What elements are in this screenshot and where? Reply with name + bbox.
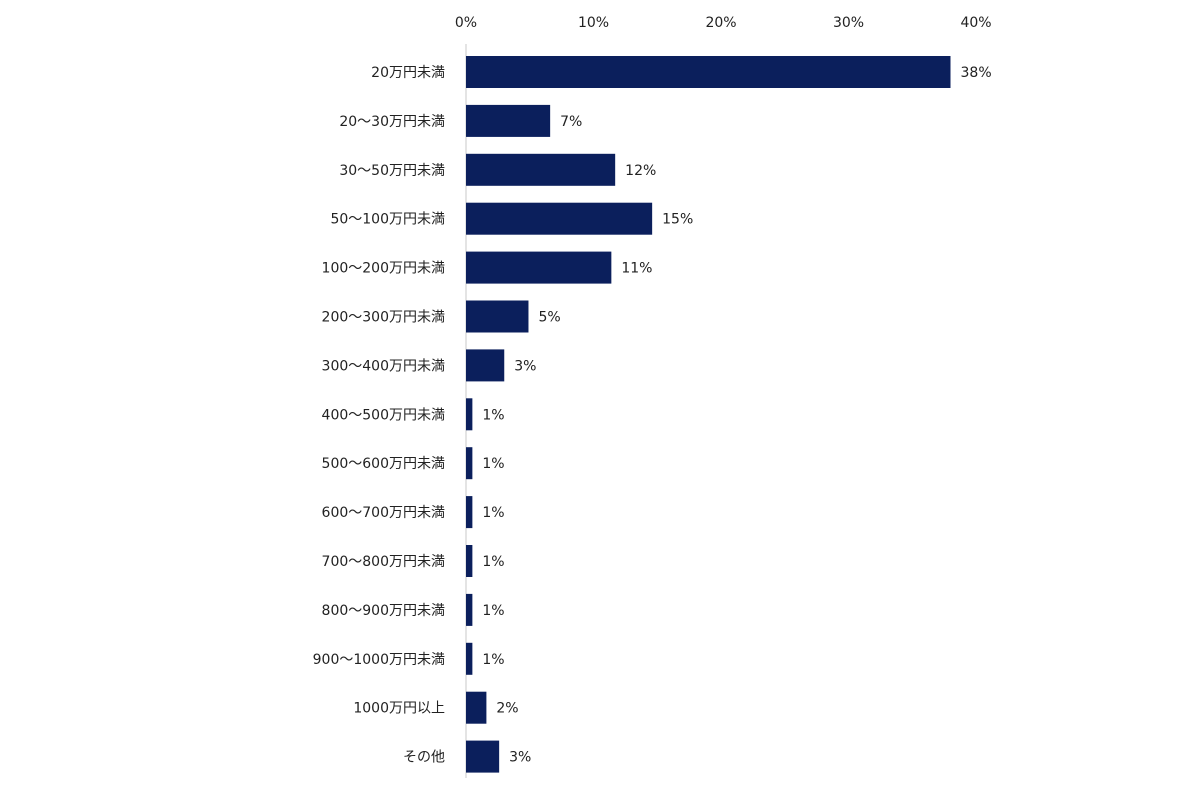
data-label: 2% [496,701,518,717]
data-label: 1% [482,505,504,521]
x-tick-label: 0% [455,15,477,31]
data-label: 12% [625,163,656,179]
category-labels: 20万円未満 20～30万円未満 30～50万円未満 50～100万円未満 100～20… [313,65,445,766]
x-axis-ticks: 0% 10% 20% 30% 40% [455,15,992,31]
data-label: 1% [482,603,504,619]
category-label: 50～100万円未満 [330,212,445,228]
data-label: 1% [482,456,504,472]
data-label: 3% [514,358,536,374]
category-label: 20～30万円未満 [339,114,445,130]
bar [466,202,653,235]
data-labels: 38% 7% 12% 15% 11% 5% 3% 1% 1% 1% 1% 1% 1% 2% 3% [482,65,991,766]
bar [466,642,473,675]
data-label: 1% [482,652,504,668]
bar [466,545,473,577]
bar [466,153,616,186]
data-label: 11% [621,261,652,277]
x-tick-label: 10% [578,15,609,31]
bar [466,740,500,773]
data-label: 7% [560,114,582,130]
category-label: 400～500万円未満 [322,407,445,423]
data-label: 38% [961,65,992,81]
bar [466,251,612,284]
bar [466,496,473,529]
data-label: 1% [482,554,504,570]
category-label: 20万円未満 [371,65,445,81]
bar [466,56,951,88]
category-label: 100～200万円未満 [322,261,445,277]
data-label: 5% [538,310,560,326]
data-label: 3% [509,750,531,766]
bar [466,447,473,480]
bar [466,691,487,724]
category-label: 1000万円以上 [353,701,445,717]
bar [466,349,505,382]
category-label: 500～600万円未満 [322,456,445,472]
category-label: 600～700万円未満 [322,505,445,521]
bar [466,593,473,626]
x-tick-label: 30% [833,15,864,31]
x-tick-label: 40% [960,15,991,31]
category-label: 800～900万円未満 [322,603,445,619]
category-label: 900～1000万円未満 [313,652,445,668]
bar [466,104,551,137]
bars [466,56,951,773]
x-tick-label: 20% [705,15,736,31]
category-label: 700～800万円未満 [322,554,445,570]
category-label: 30～50万円未満 [339,163,445,179]
category-label: 300～400万円未満 [322,358,445,374]
bar [466,398,473,431]
bar [466,300,529,333]
category-label: その他 [403,750,445,766]
data-label: 1% [482,407,504,423]
data-label: 15% [662,212,693,228]
category-label: 200～300万円未満 [322,310,445,326]
